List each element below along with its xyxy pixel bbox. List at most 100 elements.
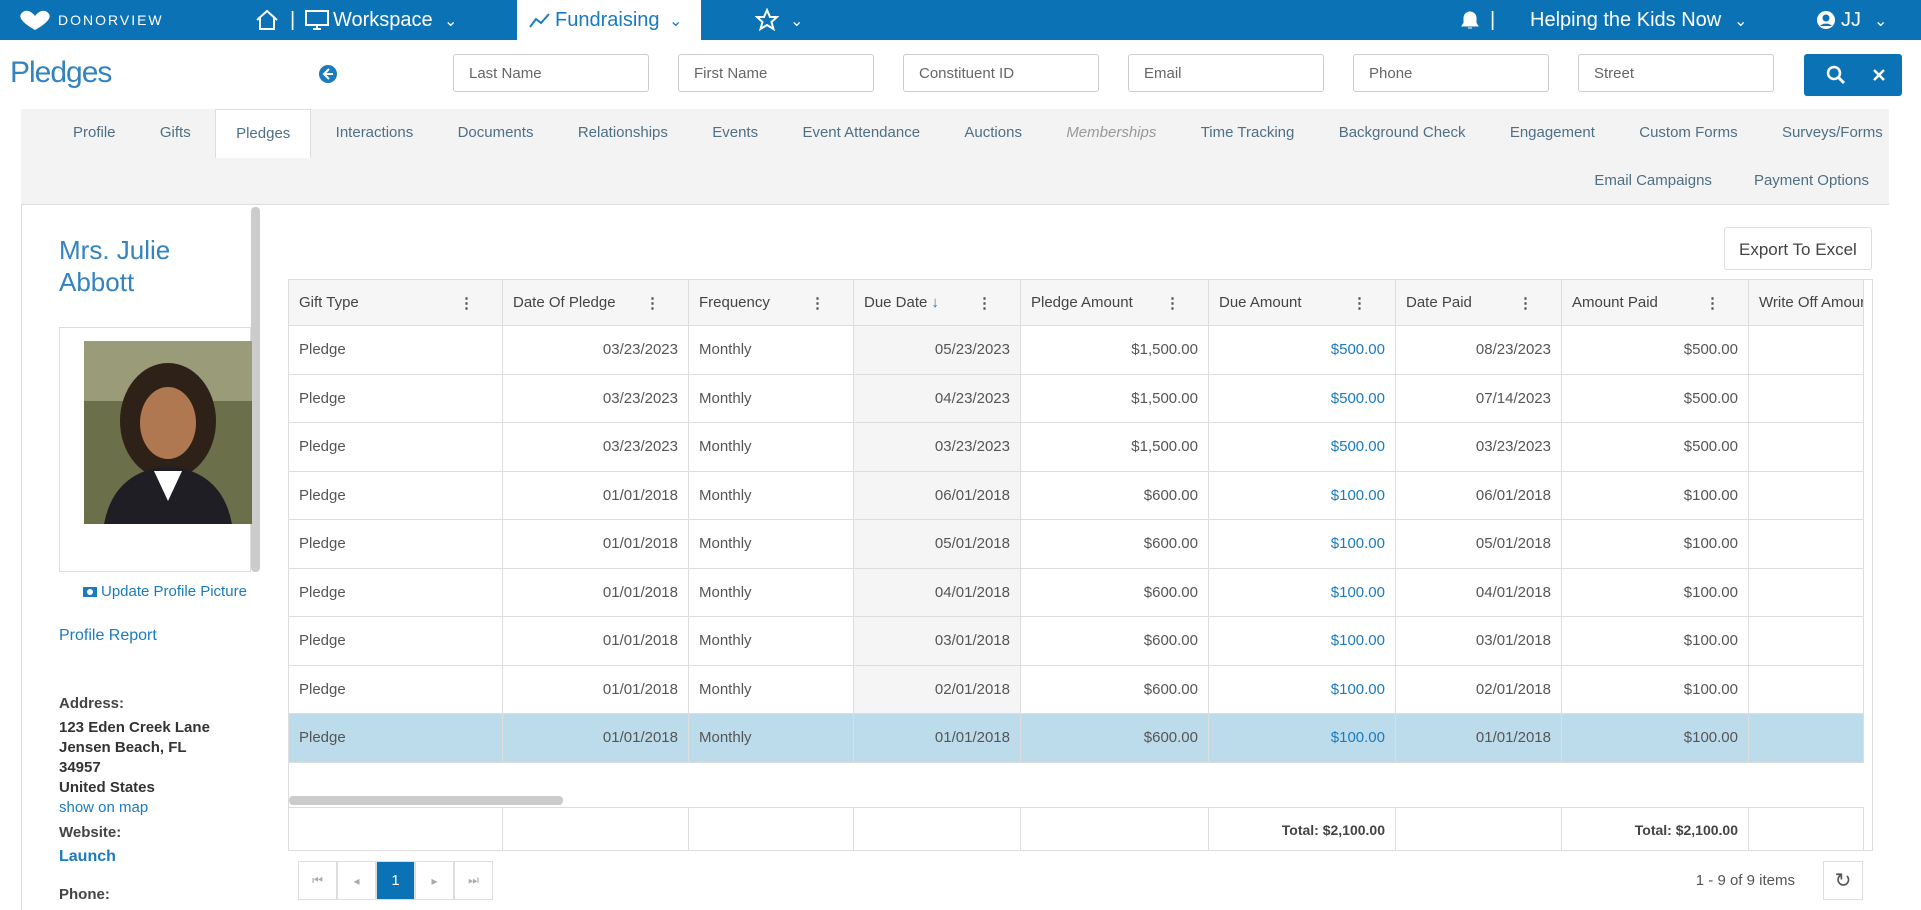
address-line: 34957 — [59, 759, 101, 776]
tab[interactable]: Event Attendance — [802, 124, 921, 141]
grid-cell: 04/23/2023 — [854, 374, 1021, 422]
grid-cell: 03/23/2023 — [503, 374, 689, 422]
tab[interactable]: Documents — [457, 124, 534, 141]
tab[interactable]: Surveys/Forms — [1781, 124, 1883, 141]
grid-row[interactable]: Pledge 01/01/2018 Monthly 01/01/2018 $600.00… — [289, 714, 1864, 763]
grid-cell: $600.00 — [1021, 617, 1209, 665]
star-icon[interactable] — [755, 8, 779, 32]
column-menu[interactable]: ⋮ — [977, 294, 992, 312]
tab[interactable]: Memberships — [1066, 124, 1157, 141]
grid-cell: $100.00 — [1562, 714, 1749, 762]
fundraising-tab[interactable]: Fundraising ⌄ — [517, 0, 701, 40]
tab[interactable]: Custom Forms — [1639, 124, 1738, 141]
grid-cell — [1749, 665, 1864, 713]
grid-cell: $1,500.00 — [1021, 326, 1209, 374]
horizontal-scrollbar — [289, 796, 563, 805]
column-menu[interactable]: ⋮ — [459, 294, 474, 312]
grid-cell: $600.00 — [1021, 568, 1209, 616]
grid-row[interactable]: Pledge 01/01/2018 Monthly 06/01/2018 $600.00… — [289, 471, 1864, 520]
tab[interactable]: Payment Options — [1753, 172, 1869, 189]
tab[interactable]: Events — [712, 124, 759, 141]
column-header[interactable]: Amount Paid ⋮ — [1562, 280, 1749, 325]
back-button[interactable] — [318, 64, 338, 84]
grid-cell — [1749, 374, 1864, 422]
tab[interactable]: Engagement — [1509, 124, 1595, 141]
tab[interactable]: Gifts — [159, 124, 191, 141]
pager-nav[interactable]: ⏭ — [454, 861, 493, 900]
grid-row[interactable]: Pledge 01/01/2018 Monthly 02/01/2018 $600.00… — [289, 665, 1864, 714]
grid-cell: Pledge — [289, 714, 503, 762]
grid-cell: $500.00 — [1562, 423, 1749, 471]
grid-row[interactable]: Pledge 01/01/2018 Monthly 05/01/2018 $600.00… — [289, 520, 1864, 569]
column-title: Amount Paid — [1572, 294, 1658, 311]
pager-nav[interactable]: ⏮ — [298, 861, 337, 900]
user-icon — [1817, 11, 1835, 29]
column-menu[interactable]: ⋮ — [810, 294, 825, 312]
grid-cell: Pledge — [289, 520, 503, 568]
grid-cell: Monthly — [689, 568, 854, 616]
search-input[interactable]: Last Name — [453, 54, 649, 92]
tab[interactable]: Interactions — [335, 124, 414, 141]
grid-cell: 04/01/2018 — [1396, 568, 1562, 616]
search-input[interactable]: Street — [1578, 54, 1774, 92]
search-input[interactable]: Phone — [1353, 54, 1549, 92]
page-title: Pledges — [10, 56, 112, 89]
column-header[interactable]: Date Paid ⋮ — [1396, 280, 1562, 325]
org-menu[interactable]: Helping the Kids Now — [1530, 9, 1722, 31]
tab[interactable]: Background Check — [1338, 124, 1466, 141]
grid-row[interactable]: Pledge 03/23/2023 Monthly 04/23/2023 $1,500.… — [289, 374, 1864, 423]
pager-nav[interactable]: ▸ — [415, 861, 454, 900]
phone-label: Phone: — [59, 886, 110, 903]
column-header[interactable]: Date Of Pledge ⋮ — [503, 280, 689, 325]
grid-cell: $600.00 — [1021, 665, 1209, 713]
column-header[interactable]: Gift Type ⋮ — [289, 280, 503, 325]
totals-row: Total: $2,100.00 Total: $2,100.00 — [289, 807, 1864, 850]
grid-cell: 01/01/2018 — [503, 665, 689, 713]
update-picture-link[interactable]: Update Profile Picture — [101, 583, 247, 600]
column-menu[interactable]: ⋮ — [1705, 294, 1720, 312]
workspace-menu[interactable]: Workspace — [333, 9, 433, 31]
export-button[interactable]: Export To Excel — [1724, 227, 1872, 270]
grid-row[interactable]: Pledge 03/23/2023 Monthly 05/23/2023 $1,500.… — [289, 326, 1864, 375]
refresh-button[interactable]: ↻ — [1823, 861, 1863, 900]
sort-icon: ↓ — [931, 294, 939, 311]
grid-row[interactable]: Pledge 01/01/2018 Monthly 03/01/2018 $600.00… — [289, 617, 1864, 666]
tab[interactable]: Relationships — [577, 124, 668, 141]
search-input[interactable]: Constituent ID — [903, 54, 1099, 92]
column-menu[interactable]: ⋮ — [645, 294, 660, 312]
grid-cell: $600.00 — [1021, 520, 1209, 568]
grid-cell: $100.00 — [1562, 471, 1749, 519]
grid-row[interactable]: Pledge 01/01/2018 Monthly 04/01/2018 $600.00… — [289, 568, 1864, 617]
column-header[interactable]: Due Amount ⋮ — [1209, 280, 1396, 325]
grid-cell: Pledge — [289, 471, 503, 519]
column-title: Due Amount — [1219, 294, 1302, 311]
profile-report-link[interactable]: Profile Report — [59, 627, 157, 644]
grid-row[interactable]: Pledge 03/23/2023 Monthly 03/23/2023 $1,500.… — [289, 423, 1864, 472]
column-header[interactable]: Pledge Amount ⋮ — [1021, 280, 1209, 325]
tab[interactable]: Time Tracking — [1200, 124, 1295, 141]
column-header[interactable]: Write Off Amour — [1749, 280, 1864, 325]
grid-cell: Pledge — [289, 568, 503, 616]
user-menu[interactable]: JJ — [1841, 9, 1861, 31]
tab[interactable]: Pledges — [215, 109, 312, 158]
website-link[interactable]: Launch — [59, 848, 116, 865]
bell-icon[interactable] — [1459, 10, 1481, 30]
column-title: Write Off Amour — [1759, 294, 1864, 311]
column-menu[interactable]: ⋮ — [1518, 294, 1533, 312]
page-button[interactable]: 1 — [376, 861, 415, 900]
column-menu[interactable]: ⋮ — [1352, 294, 1367, 312]
pager-nav[interactable]: ◂ — [337, 861, 376, 900]
map-link[interactable]: show on map — [59, 799, 149, 816]
search-input[interactable]: Email — [1128, 54, 1324, 92]
search-button[interactable] — [1804, 54, 1902, 96]
column-header[interactable]: Frequency ⋮ — [689, 280, 854, 325]
column-menu[interactable]: ⋮ — [1165, 294, 1180, 312]
home-icon[interactable] — [255, 9, 279, 31]
tab[interactable]: Profile — [73, 124, 116, 141]
tab[interactable]: Auctions — [964, 124, 1022, 141]
search-input[interactable]: First Name — [678, 54, 874, 92]
name-line: Mrs. Julie — [59, 235, 171, 265]
column-header[interactable]: Due Date ↓ ⋮ — [854, 280, 1021, 325]
tab[interactable]: Email Campaigns — [1594, 172, 1712, 189]
